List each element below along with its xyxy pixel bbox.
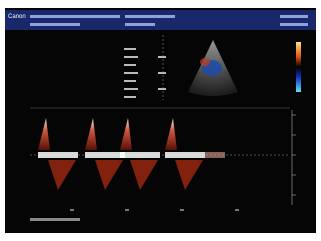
header-bar xyxy=(5,10,316,30)
spectrum-trace xyxy=(85,152,125,158)
spectrum-trace xyxy=(38,152,78,158)
ultrasound-screen: Canon xyxy=(0,0,321,241)
spectrum-trace xyxy=(120,152,160,158)
spectrum-trace xyxy=(205,152,225,158)
footer-text xyxy=(30,218,80,221)
color-bar xyxy=(296,42,301,92)
spectrum-trace xyxy=(165,152,205,158)
screen xyxy=(5,8,316,233)
page: Canon (() => { const data = JSON.parse(d… xyxy=(0,0,321,241)
brand: Canon xyxy=(8,14,26,20)
color-flow xyxy=(200,58,210,66)
